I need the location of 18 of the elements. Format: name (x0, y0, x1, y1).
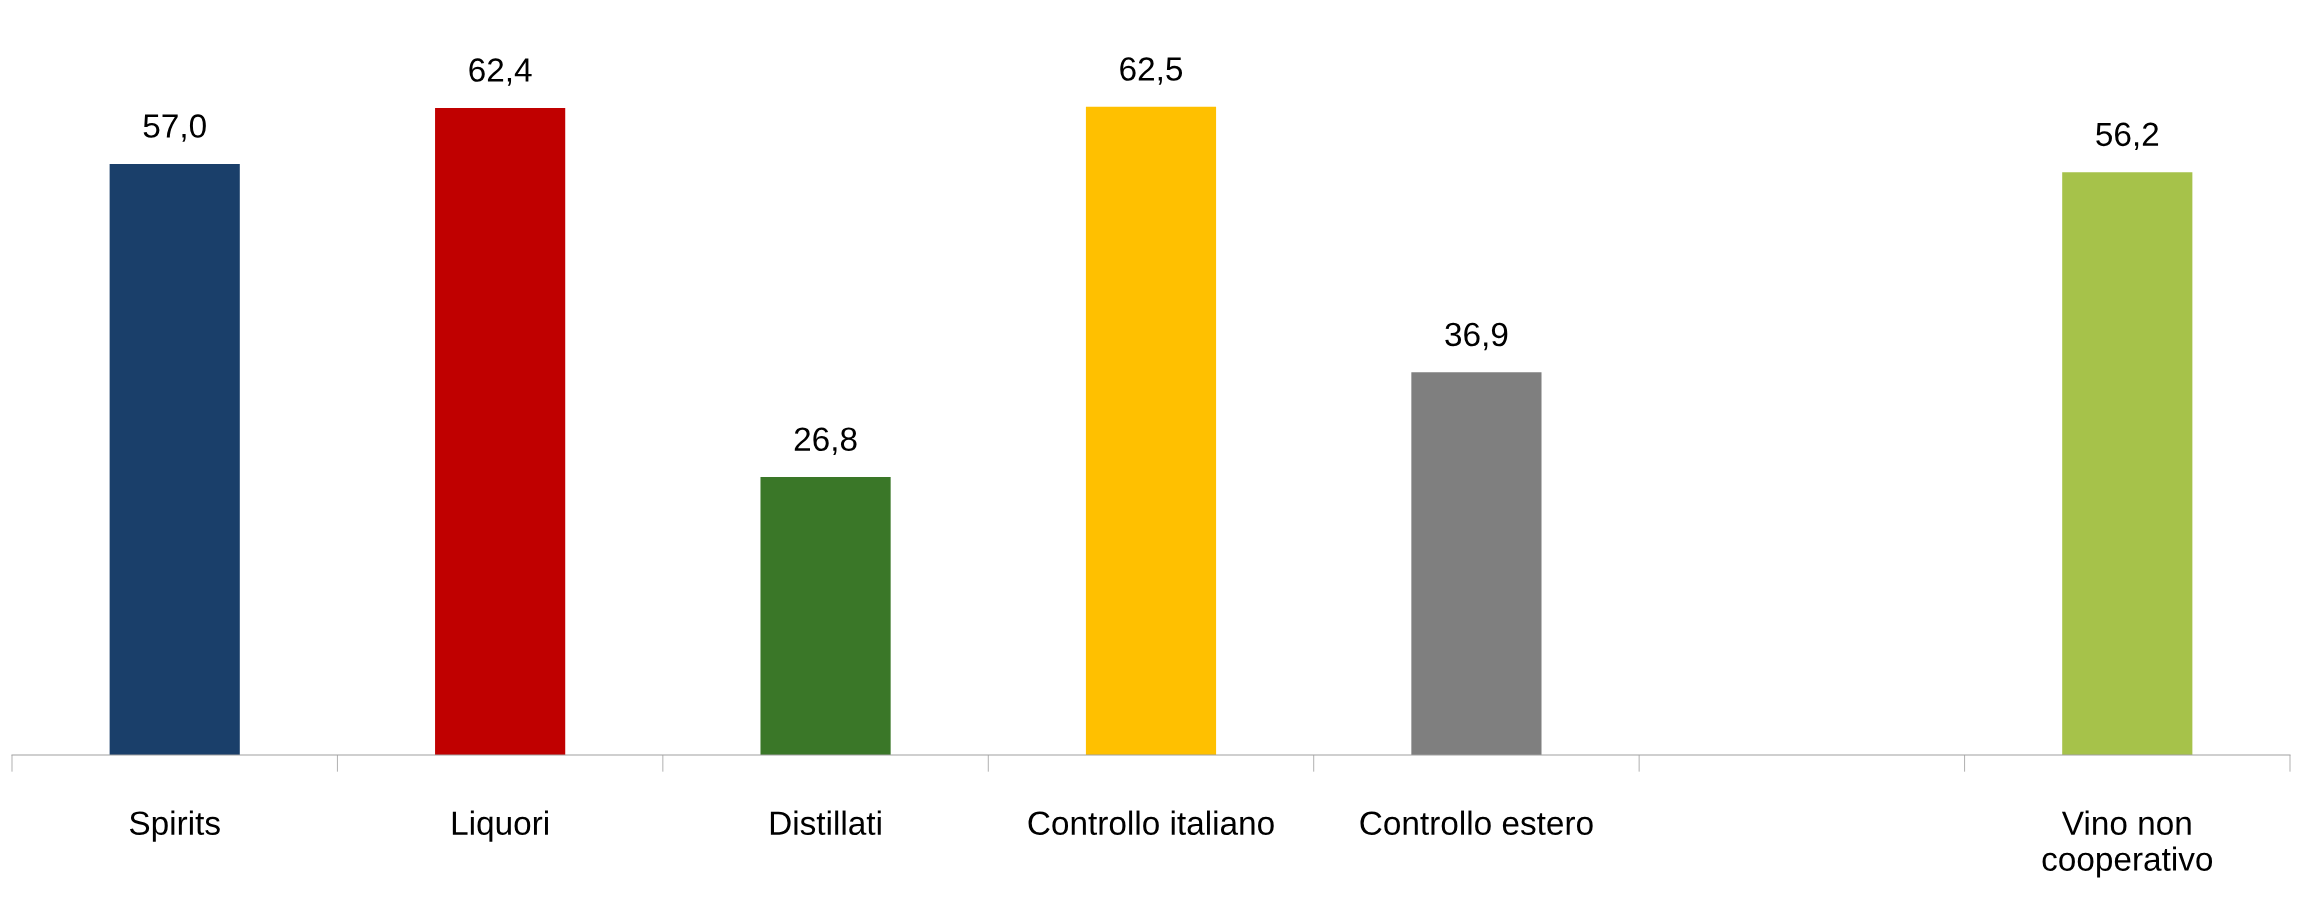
x-tick-label: Controllo estero (1360, 810, 1593, 836)
data-label: 62,5 (1120, 57, 1183, 85)
bar (760, 477, 891, 755)
bar (1085, 106, 1217, 755)
data-label: 36,9 (1445, 322, 1508, 351)
x-tick-label: Distillati (770, 810, 881, 836)
bar (1411, 372, 1542, 755)
x-tick-label: Liquori (452, 810, 548, 842)
data-label: 57,0 (143, 114, 206, 142)
bar (435, 107, 566, 755)
data-label: 26,8 (794, 427, 857, 455)
x-tick-label: Vino non cooperativo (2042, 810, 2213, 878)
bar (2062, 172, 2193, 755)
x-tick-label: Spirits (129, 810, 220, 842)
data-label: 56,2 (2096, 122, 2159, 151)
x-tick-label: Controllo italiano (1028, 810, 1274, 836)
data-label: 62,4 (469, 58, 532, 86)
bar (109, 163, 240, 755)
